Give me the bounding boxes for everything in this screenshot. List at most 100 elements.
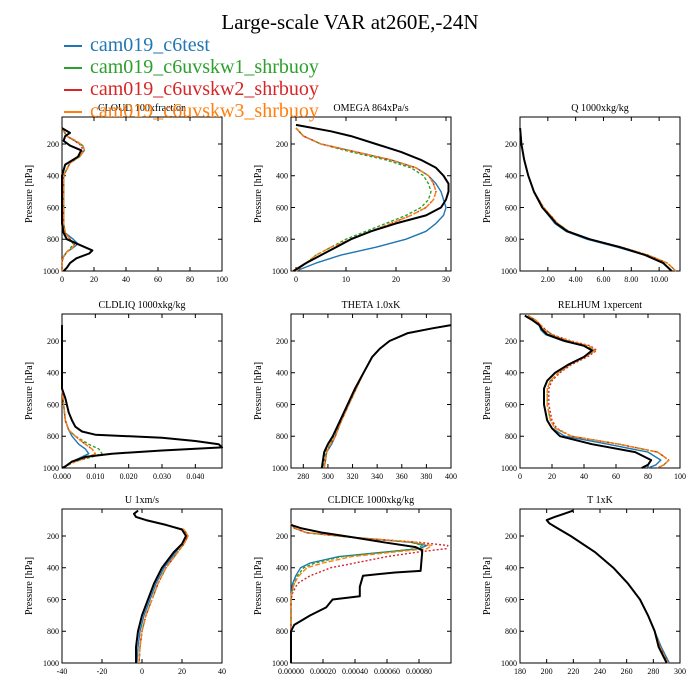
series-line	[61, 325, 90, 469]
panel-title: CLOUD 100xfraction	[98, 103, 186, 114]
series-line	[133, 510, 189, 664]
x-tick-label: 0.00000	[278, 667, 304, 676]
series-line	[61, 325, 97, 469]
series-line	[545, 509, 668, 664]
panel: THETA 1.0xK Pressure [hPa] 200 400 600 800 100…	[253, 300, 457, 481]
y-tick-label: 400	[505, 369, 517, 378]
x-tick-label: 20	[178, 667, 186, 676]
series-line	[133, 510, 187, 664]
x-tick-label: 0	[294, 275, 298, 284]
y-tick-label: 200	[505, 140, 517, 149]
y-tick-label: 800	[505, 432, 517, 441]
x-tick-label: -40	[57, 667, 68, 676]
figure-title: Large-scale VAR at260E,-24N	[221, 10, 479, 34]
panel-title: CLDICE 1000xkg/kg	[328, 495, 414, 506]
series-line	[61, 325, 223, 469]
plot-frame	[290, 116, 452, 272]
y-tick-label: 600	[276, 595, 288, 604]
series-line	[323, 324, 452, 469]
panel-title: T 1xK	[587, 495, 613, 506]
panel: CLDLIQ 1000xkg/kg Pressure [hPa] 200 400 600…	[24, 300, 223, 481]
x-tick-label: 300	[322, 472, 334, 481]
y-axis-label: Pressure [hPa]	[253, 362, 264, 420]
legend-label: cam019_c6uvskw1_shrbuoy	[90, 56, 319, 78]
series-line	[323, 324, 452, 469]
x-tick-label: 0.040	[186, 472, 204, 481]
series-line	[295, 127, 432, 272]
y-tick-label: 200	[47, 532, 59, 541]
x-tick-label: 4.00	[569, 275, 583, 284]
y-tick-label: 600	[505, 400, 517, 409]
series-line	[61, 127, 94, 272]
x-tick-label: 240	[594, 667, 606, 676]
panel-title: CLDLIQ 1000xkg/kg	[99, 300, 186, 311]
y-tick-label: 1000	[272, 659, 288, 668]
y-tick-label: 800	[276, 235, 288, 244]
x-tick-label: 300	[674, 667, 686, 676]
y-tick-label: 1000	[272, 464, 288, 473]
y-tick-label: 200	[505, 532, 517, 541]
y-tick-label: 800	[505, 627, 517, 636]
x-tick-label: 0	[60, 275, 64, 284]
series-line	[133, 510, 189, 664]
y-axis-label: Pressure [hPa]	[24, 362, 35, 420]
plot-frame	[290, 508, 452, 664]
y-tick-label: 400	[505, 564, 517, 573]
panel-title: OMEGA 864xPa/s	[333, 103, 408, 114]
y-tick-label: 1000	[43, 659, 59, 668]
legend-label: cam019_c6uvskw3_shrbuoy	[90, 100, 319, 122]
x-tick-label: 80	[644, 472, 652, 481]
y-tick-label: 800	[276, 432, 288, 441]
y-tick-label: 600	[47, 203, 59, 212]
y-tick-label: 800	[276, 627, 288, 636]
panel-title: U 1xm/s	[125, 495, 159, 506]
x-tick-label: 0.030	[153, 472, 171, 481]
series-line	[295, 127, 447, 272]
y-tick-label: 200	[276, 140, 288, 149]
series-line	[519, 128, 677, 272]
x-tick-label: 400	[445, 472, 457, 481]
x-tick-label: 380	[420, 472, 432, 481]
series-line	[519, 128, 673, 272]
legend-label: cam019_c6test	[90, 34, 210, 56]
y-tick-label: 600	[505, 595, 517, 604]
y-tick-label: 800	[505, 235, 517, 244]
x-tick-label: 30	[442, 275, 450, 284]
x-tick-label: 280	[297, 472, 309, 481]
y-tick-label: 1000	[43, 464, 59, 473]
y-axis-label: Pressure [hPa]	[482, 557, 493, 615]
x-tick-label: 280	[647, 667, 659, 676]
plot-frame	[519, 313, 681, 469]
x-tick-label: 100	[216, 275, 228, 284]
x-tick-label: 0	[140, 667, 144, 676]
x-tick-label: 60	[154, 275, 162, 284]
y-tick-label: 200	[276, 337, 288, 346]
series-line	[61, 325, 97, 469]
y-tick-label: 600	[47, 400, 59, 409]
x-tick-label: 100	[674, 472, 686, 481]
x-tick-label: 260	[621, 667, 633, 676]
plot-frame	[290, 313, 452, 469]
x-tick-label: 80	[186, 275, 194, 284]
x-tick-label: 6.00	[596, 275, 610, 284]
x-tick-label: 40	[218, 667, 226, 676]
x-tick-label: 0.00060	[374, 667, 400, 676]
x-tick-label: 0.000	[53, 472, 71, 481]
x-tick-label: 0.00040	[342, 667, 368, 676]
series-line	[290, 523, 424, 663]
legend-label: cam019_c6uvskw2_shrbuoy	[90, 78, 319, 100]
series-line	[133, 509, 187, 663]
y-axis-label: Pressure [hPa]	[482, 362, 493, 420]
x-tick-label: 40	[122, 275, 130, 284]
plot-frame	[519, 116, 681, 272]
x-tick-label: 0.020	[120, 472, 138, 481]
plot-frame	[61, 508, 223, 664]
y-tick-label: 800	[47, 235, 59, 244]
y-tick-label: 1000	[501, 659, 517, 668]
x-tick-label: 0	[518, 472, 522, 481]
y-tick-label: 600	[276, 400, 288, 409]
